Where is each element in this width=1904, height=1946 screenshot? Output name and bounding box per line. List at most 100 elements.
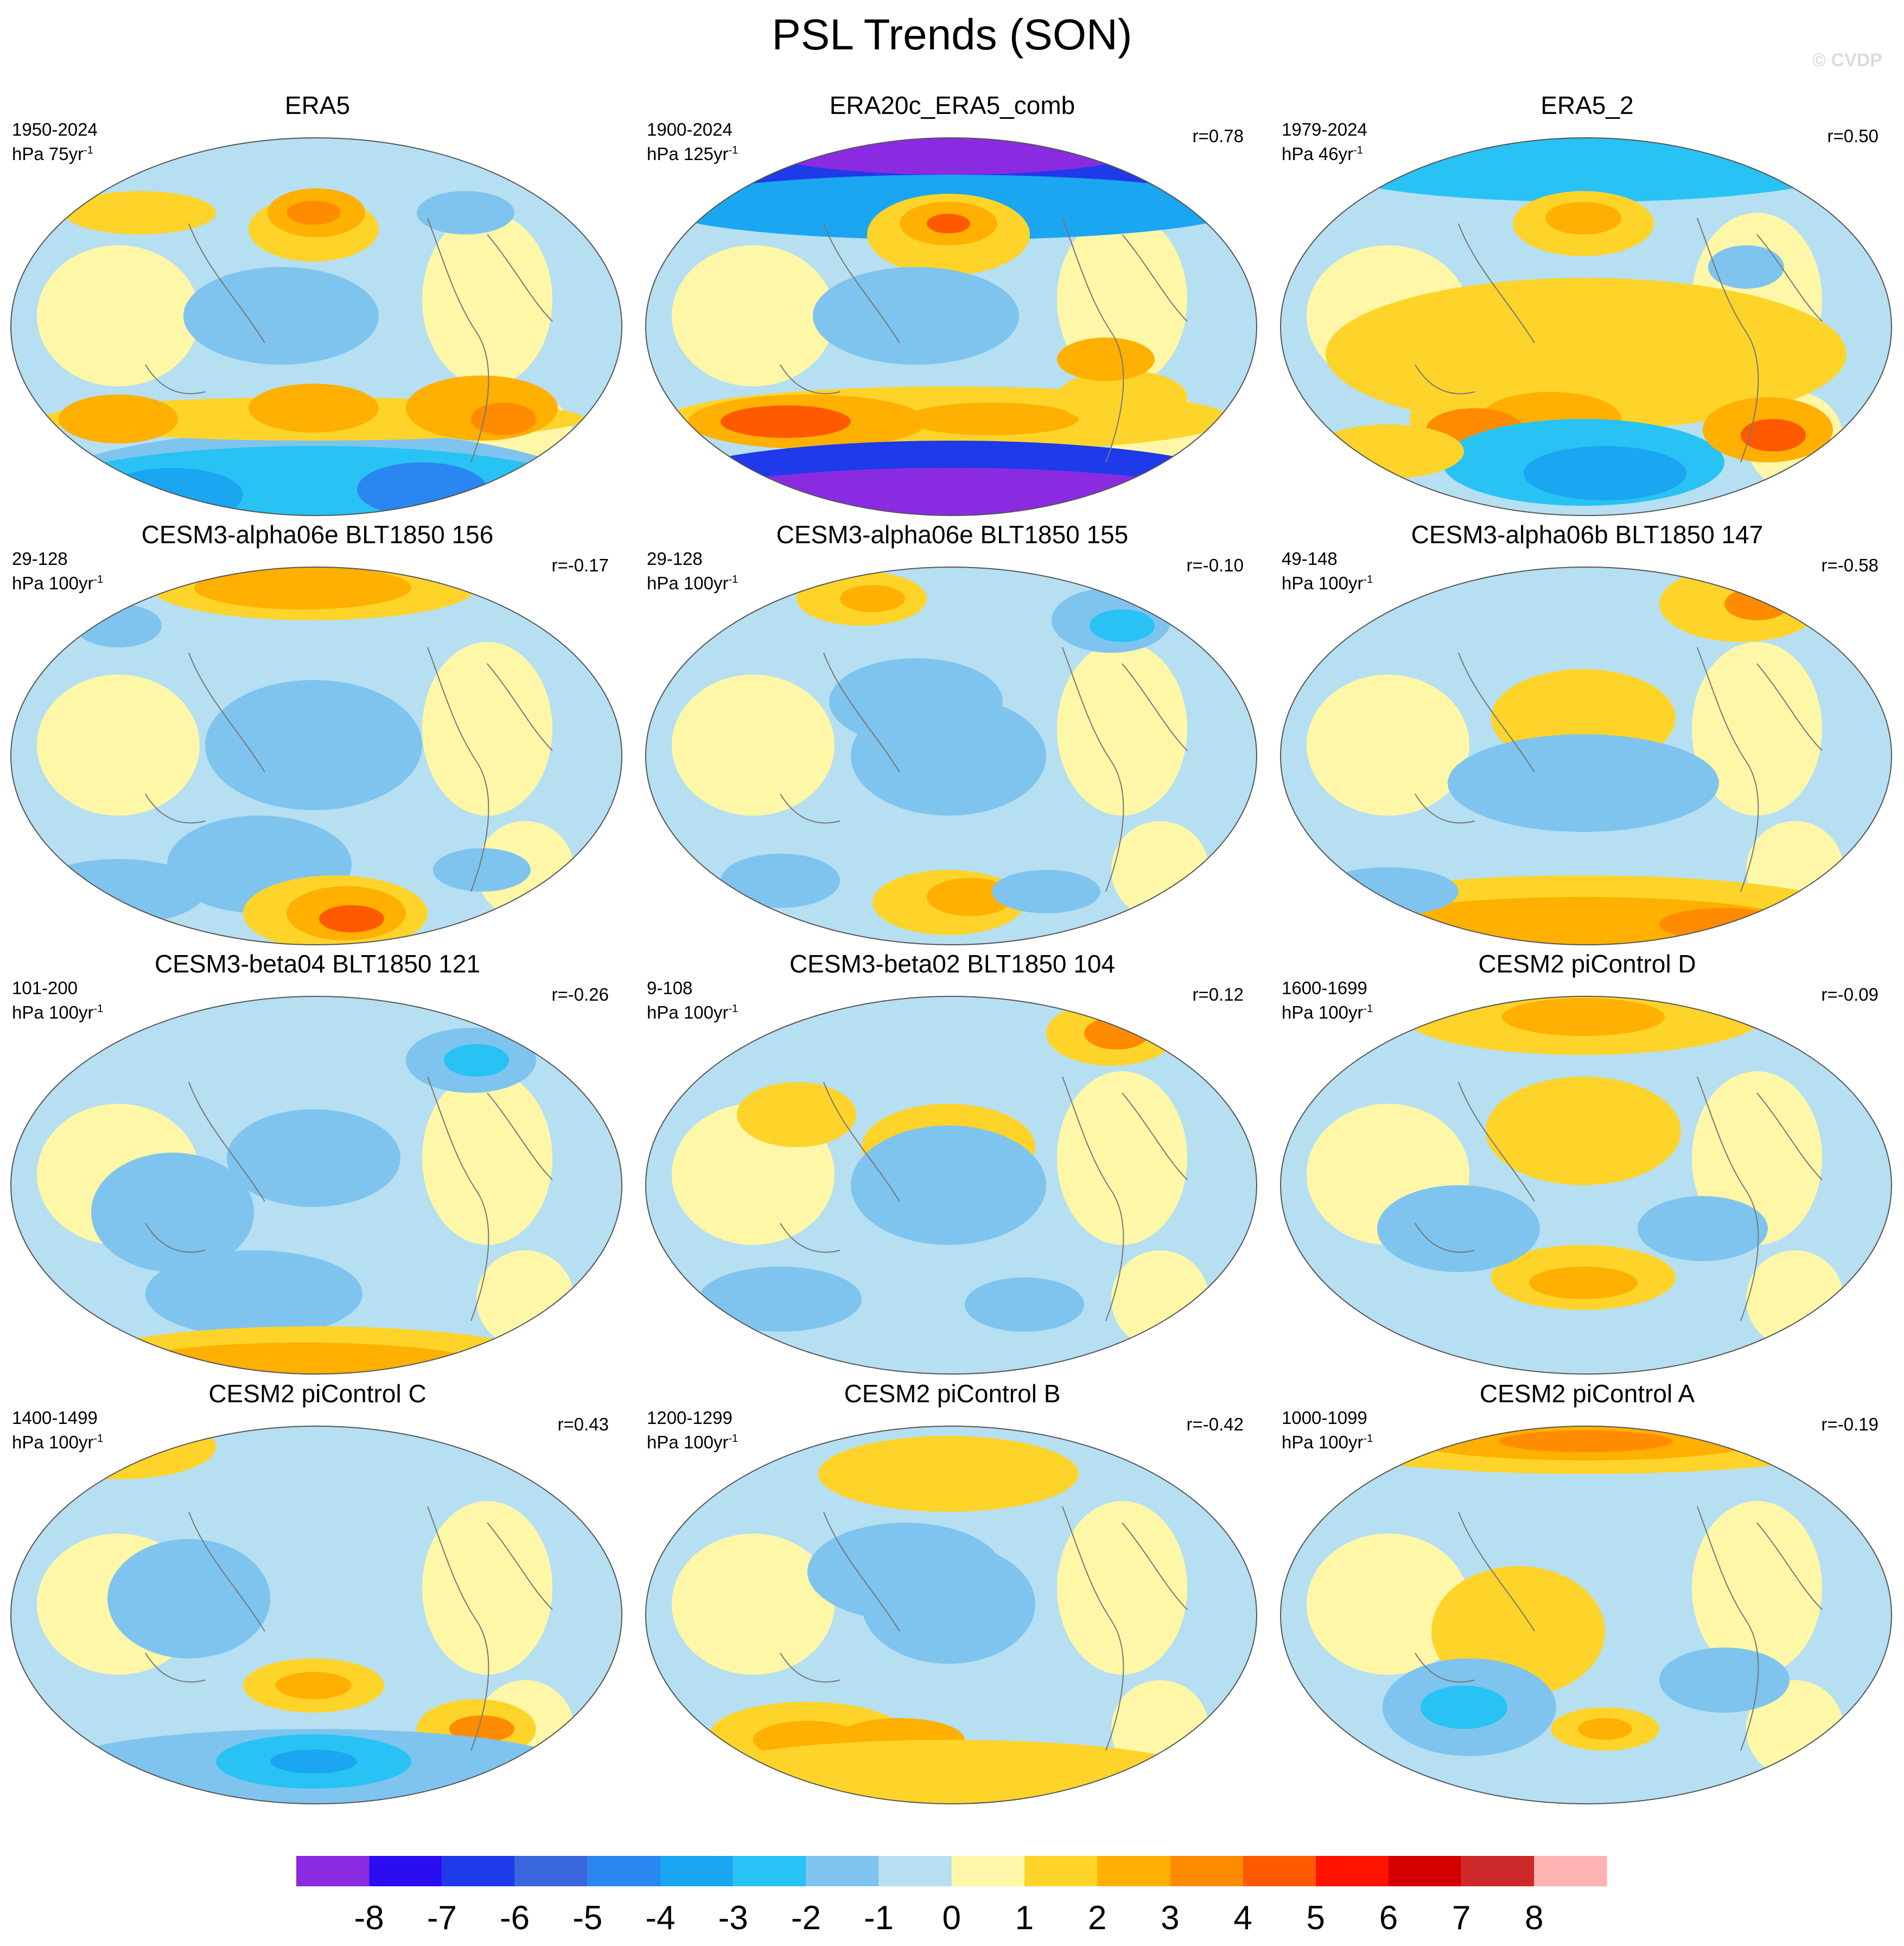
map-field [645,1426,1257,1804]
field-patch [286,201,341,225]
map-field [645,137,1257,516]
map-panel: CESM2 piControl A 1000-1099 hPa 100yr-1 r=-… [1270,1378,1904,1810]
field-patch [862,1544,1035,1664]
field-patch [422,1501,552,1675]
field-patch [927,214,970,233]
colorbar-swatch [296,1856,370,1886]
colorbar-swatch [1170,1856,1243,1886]
map-panel: CESM3-beta04 BLT1850 121 101-200 hPa 100yr… [0,949,635,1380]
panel-units-sup: -1 [1353,144,1363,156]
field-patch [1659,1648,1790,1713]
panel-units-sup: -1 [93,1433,104,1445]
panel-units-main: hPa 46yr [1282,144,1354,164]
map-panel: CESM3-alpha06e BLT1850 156 29-128 hPa 100y… [0,519,635,951]
field-patch [471,403,536,435]
panel-units: hPa 100yr-1 [647,999,738,1023]
colorbar-label: -6 [500,1899,530,1937]
panel-title: CESM2 piControl B [844,1379,1061,1408]
coastline [1415,1506,1823,1751]
map-panel: CESM2 piControl D 1600-1699 hPa 100yr-1 r=-… [1270,949,1904,1380]
panel-correlation: r=0.78 [1192,126,1244,146]
field-patch [721,854,840,908]
colorbar-swatch [878,1856,952,1886]
panel-units-sup: -1 [728,144,738,156]
panel-period: 29-128 [647,549,703,569]
colorbar-label: -1 [864,1899,894,1937]
field-patch [449,1715,514,1743]
panel-title: CESM3-alpha06e BLT1850 155 [776,520,1129,549]
map-field [645,567,1257,945]
panel-period: 1000-1099 [1282,1408,1367,1428]
panel-units-main: hPa 100yr [12,1432,94,1452]
field-patch [319,905,384,932]
colorbar-swatch [1243,1856,1316,1886]
field-patch [422,642,552,816]
map-outline [1280,567,1892,945]
colorbar-swatch [442,1856,515,1886]
map-outline [10,567,622,945]
field-patch [75,604,162,647]
panel-units-main: hPa 100yr [12,1002,94,1022]
field-patch [145,1250,362,1337]
map-panel: CESM2 piControl B 1200-1299 hPa 100yr-1 r=-… [635,1378,1270,1810]
colorbar-swatch [1534,1856,1607,1886]
panel-units: hPa 100yr-1 [647,1428,738,1453]
field-patch [1724,588,1790,620]
panel-units: hPa 100yr-1 [1282,999,1373,1023]
field-patch [1741,419,1806,451]
colorbar: -8 -7 -6 -5 -4 -3 -2 -1 0 1 2 3 4 5 6 7 8 [296,1856,1607,1937]
field-patch [1377,1185,1540,1272]
colorbar-label: -3 [718,1899,748,1937]
panel-units-sup: -1 [84,144,93,156]
panel-title: ERA20c_ERA5_comb [829,91,1075,119]
colorbar-swatch [660,1856,734,1886]
colorbar-swatch [733,1856,806,1886]
panel-units: hPa 100yr-1 [1282,569,1373,594]
colorbar-label: -5 [572,1899,602,1937]
field-patch [433,848,531,892]
colorbar-swatch [806,1856,879,1886]
colorbar-swatch [1389,1856,1462,1886]
field-patch [1529,1267,1638,1299]
map-panel: ERA20c_ERA5_comb 1900-2024 hPa 125yr-1 r=0.… [635,90,1270,522]
field-patch [818,1436,1079,1512]
field-patch [59,395,178,443]
field-patch [1448,734,1719,832]
field-patch [1421,1686,1507,1729]
field-patch [64,191,216,234]
field-patch [840,585,905,612]
field-patch [1692,1501,1822,1675]
field-patch [1524,446,1686,500]
map-field [645,996,1257,1375]
panel-period: 9-108 [647,978,693,998]
coastline [145,1076,553,1321]
coastline [1415,647,1823,892]
field-patch [276,1672,352,1699]
field-patch [965,1277,1084,1332]
field-patch [422,1071,552,1245]
map-panel: CESM3-alpha06b BLT1850 147 49-148 hPa 100y… [1270,519,1904,951]
panel-correlation: r=-0.17 [551,555,609,575]
coastline [145,218,553,463]
panel-correlation: r=0.12 [1192,984,1244,1004]
colorbar-swatch [951,1856,1024,1886]
field-patch [1486,1077,1681,1185]
colorbar-swatch [514,1856,588,1886]
map-field [10,137,622,516]
field-patch [183,267,379,365]
field-patch [1090,609,1155,642]
map-outline [10,137,622,516]
colorbar-swatch [369,1856,442,1886]
field-patch [1638,1196,1768,1261]
map-field [10,996,622,1375]
map-panel: CESM3-beta02 BLT1850 104 9-108 hPa 100yr-1… [635,949,1270,1380]
map-outline [1280,137,1892,516]
field-patch [672,1534,835,1675]
colorbar-label: -4 [645,1899,675,1937]
map-panel: CESM2 piControl C 1400-1499 hPa 100yr-1 r=0… [0,1378,635,1810]
map-field [1280,996,1892,1375]
panel-correlation: r=-0.58 [1821,555,1878,575]
field-patch [1307,675,1469,816]
colorbar-swatch [587,1856,660,1886]
panel-correlation: r=-0.42 [1186,1414,1244,1434]
